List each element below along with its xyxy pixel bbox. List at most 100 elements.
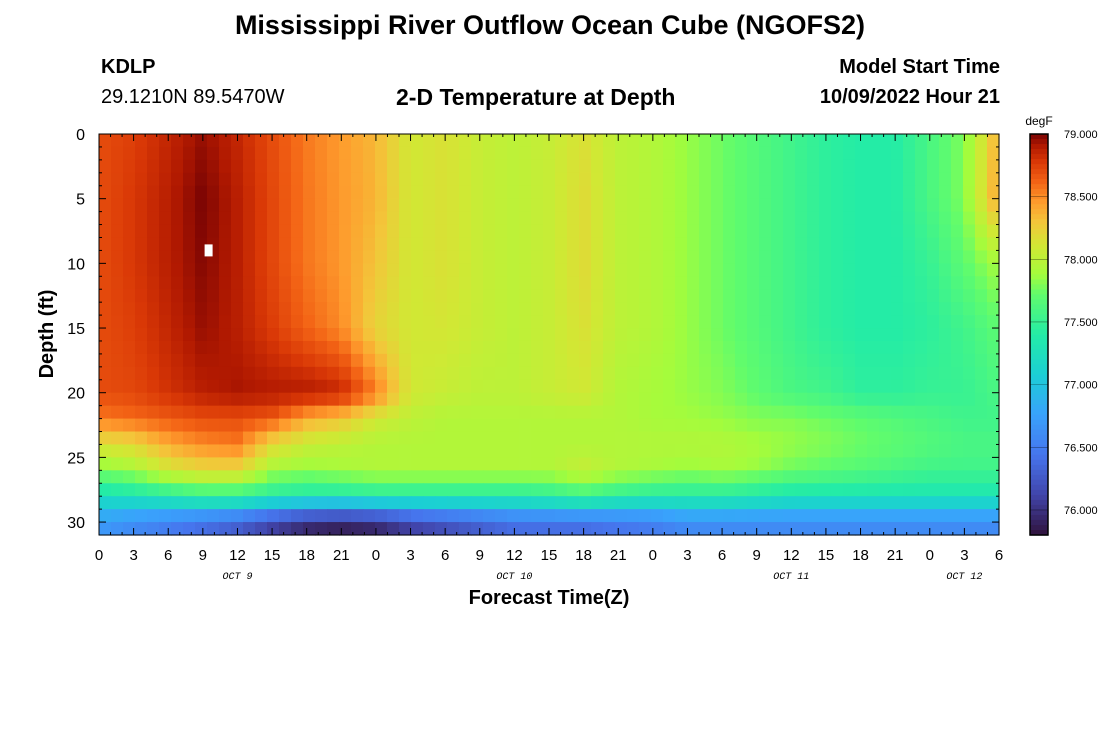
heatmap-cell <box>555 366 568 381</box>
heatmap-cell <box>303 224 316 239</box>
heatmap-cell <box>183 315 196 329</box>
heatmap-cell <box>555 146 568 161</box>
heatmap-cell <box>159 315 172 329</box>
heatmap-cell <box>723 172 736 187</box>
heatmap-cell <box>219 444 232 458</box>
heatmap-cell <box>495 470 508 484</box>
heatmap-cell <box>423 496 436 510</box>
colorbar-segment <box>1030 474 1048 481</box>
heatmap-cell <box>663 392 676 407</box>
heatmap-cell <box>819 289 832 303</box>
heatmap-cell <box>99 353 112 368</box>
heatmap-cell <box>915 250 928 264</box>
heatmap-cell <box>987 224 1000 239</box>
heatmap-cell <box>387 250 400 264</box>
heatmap-cell <box>123 198 136 213</box>
heatmap-cell <box>99 496 112 510</box>
heatmap-cell <box>243 211 256 226</box>
heatmap-cell <box>351 185 364 200</box>
heatmap-cell <box>927 379 940 394</box>
heatmap-cell <box>507 522 520 536</box>
heatmap-cell <box>171 315 184 329</box>
heatmap-cell <box>831 431 844 446</box>
heatmap-cell <box>471 457 484 471</box>
heatmap-cell <box>171 431 184 446</box>
heatmap-cell <box>831 366 844 381</box>
heatmap-cell <box>867 379 880 394</box>
heatmap-cell <box>183 457 196 471</box>
heatmap-cell <box>447 522 460 536</box>
heatmap-cell <box>135 328 148 342</box>
heatmap-cell <box>123 276 136 290</box>
heatmap-cell <box>915 211 928 226</box>
heatmap-cell <box>807 198 820 213</box>
heatmap-cell <box>819 276 832 290</box>
heatmap-cell <box>867 146 880 161</box>
heatmap-cell <box>567 302 580 316</box>
heatmap-cell <box>627 328 640 342</box>
heatmap-cell <box>507 172 520 187</box>
heatmap-cell <box>651 418 664 433</box>
heatmap-cell <box>771 315 784 329</box>
heatmap-cell <box>99 146 112 161</box>
colorbar-segment <box>1030 364 1048 371</box>
heatmap-cell <box>891 483 904 497</box>
heatmap-cell <box>807 302 820 316</box>
heatmap-cell <box>615 146 628 161</box>
heatmap-cell <box>567 185 580 200</box>
heatmap-cell <box>639 470 652 484</box>
heatmap-cell <box>663 276 676 290</box>
heatmap-cell <box>291 159 304 174</box>
heatmap-cell <box>483 211 496 226</box>
heatmap-cell <box>303 289 316 303</box>
heatmap-cell <box>891 379 904 394</box>
heatmap-cell <box>327 353 340 368</box>
heatmap-cell <box>627 224 640 239</box>
heatmap-cell <box>351 146 364 161</box>
heatmap-cell <box>519 340 532 355</box>
heatmap-cell <box>771 224 784 239</box>
heatmap-cell <box>831 237 844 252</box>
heatmap-cell <box>975 263 988 277</box>
heatmap-cell <box>711 289 724 303</box>
heatmap-cell <box>963 276 976 290</box>
heatmap-cell <box>915 185 928 200</box>
heatmap-cell <box>663 185 676 200</box>
heatmap-cell <box>651 353 664 368</box>
heatmap-cell <box>171 457 184 471</box>
heatmap-cell <box>951 289 964 303</box>
heatmap-cell <box>507 211 520 226</box>
heatmap-cell <box>855 353 868 368</box>
heatmap-cell <box>207 289 220 303</box>
heatmap-cell <box>483 172 496 187</box>
heatmap-cell <box>891 353 904 368</box>
heatmap-cell <box>279 146 292 161</box>
heatmap-cell <box>939 431 952 446</box>
heatmap-cell <box>423 522 436 536</box>
heatmap-cell <box>819 379 832 394</box>
heatmap-cell <box>771 328 784 342</box>
heatmap-cell <box>699 302 712 316</box>
heatmap-cell <box>927 340 940 355</box>
heatmap-cell <box>651 289 664 303</box>
heatmap-cell <box>375 340 388 355</box>
heatmap-cell <box>819 353 832 368</box>
heatmap-cell <box>675 483 688 497</box>
heatmap-cell <box>843 276 856 290</box>
heatmap-cell <box>699 470 712 484</box>
heatmap-cell <box>795 418 808 433</box>
heatmap-cell <box>375 418 388 433</box>
heatmap-cell <box>567 224 580 239</box>
heatmap-cell <box>399 366 412 381</box>
heatmap-cell <box>831 146 844 161</box>
colorbar-segment <box>1030 254 1048 260</box>
heatmap-cell <box>303 198 316 213</box>
heatmap-cell <box>123 146 136 161</box>
heatmap-cell <box>435 444 448 458</box>
heatmap-cell <box>111 263 124 277</box>
heatmap-cell <box>975 483 988 497</box>
colorbar-segment <box>1030 394 1048 401</box>
heatmap-cell <box>975 366 988 381</box>
heatmap-cell <box>603 340 616 355</box>
heatmap-cell <box>435 405 448 420</box>
